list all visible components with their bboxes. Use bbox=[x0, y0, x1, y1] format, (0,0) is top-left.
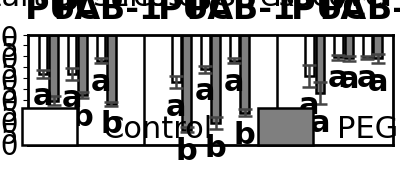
Bar bbox=[229, 35, 238, 61]
Text: PA: PA bbox=[319, 0, 366, 26]
Text: PA: PA bbox=[54, 0, 101, 26]
Text: UCB-1: UCB-1 bbox=[315, 0, 400, 26]
Text: b: b bbox=[72, 103, 93, 132]
Text: Start of stress: Start of stress bbox=[0, 0, 184, 12]
Bar bbox=[68, 35, 76, 74]
Text: b: b bbox=[176, 136, 197, 165]
Text: PT: PT bbox=[25, 0, 72, 26]
Bar bbox=[182, 35, 191, 130]
Bar bbox=[362, 35, 371, 58]
Bar bbox=[344, 35, 352, 59]
Text: a: a bbox=[367, 68, 387, 96]
Text: a: a bbox=[298, 91, 319, 120]
Text: a: a bbox=[33, 82, 53, 111]
Bar bbox=[49, 35, 58, 101]
Text: b: b bbox=[204, 133, 226, 162]
Text: a: a bbox=[194, 77, 215, 106]
Text: PT: PT bbox=[158, 0, 205, 26]
Bar bbox=[373, 35, 381, 59]
Bar bbox=[107, 35, 116, 104]
Text: a: a bbox=[62, 84, 82, 113]
Text: b: b bbox=[100, 110, 122, 139]
Text: a: a bbox=[224, 67, 244, 96]
Bar bbox=[333, 35, 342, 58]
Text: a: a bbox=[309, 108, 330, 137]
Text: a: a bbox=[356, 64, 377, 92]
Text: PT: PT bbox=[290, 0, 338, 26]
Legend: Control, PEG: Control, PEG bbox=[7, 93, 400, 161]
Text: a: a bbox=[328, 64, 348, 93]
Text: UCB-1: UCB-1 bbox=[49, 0, 163, 26]
Text: End of Stress: End of Stress bbox=[110, 0, 310, 12]
Text: PA: PA bbox=[186, 0, 234, 26]
Text: b: b bbox=[42, 110, 64, 138]
Bar bbox=[39, 35, 47, 74]
Text: b: b bbox=[233, 121, 255, 149]
Bar bbox=[200, 35, 209, 70]
Bar bbox=[78, 35, 87, 96]
Text: a: a bbox=[90, 67, 111, 96]
Text: UCB-1: UCB-1 bbox=[182, 0, 296, 26]
Text: a: a bbox=[338, 65, 358, 94]
Bar bbox=[304, 35, 313, 76]
Text: a: a bbox=[166, 93, 186, 121]
Bar bbox=[211, 35, 220, 124]
Bar bbox=[96, 35, 105, 61]
Bar bbox=[172, 35, 180, 83]
Bar bbox=[240, 35, 248, 113]
Text: Recovery: Recovery bbox=[272, 0, 400, 12]
Bar bbox=[315, 35, 324, 93]
